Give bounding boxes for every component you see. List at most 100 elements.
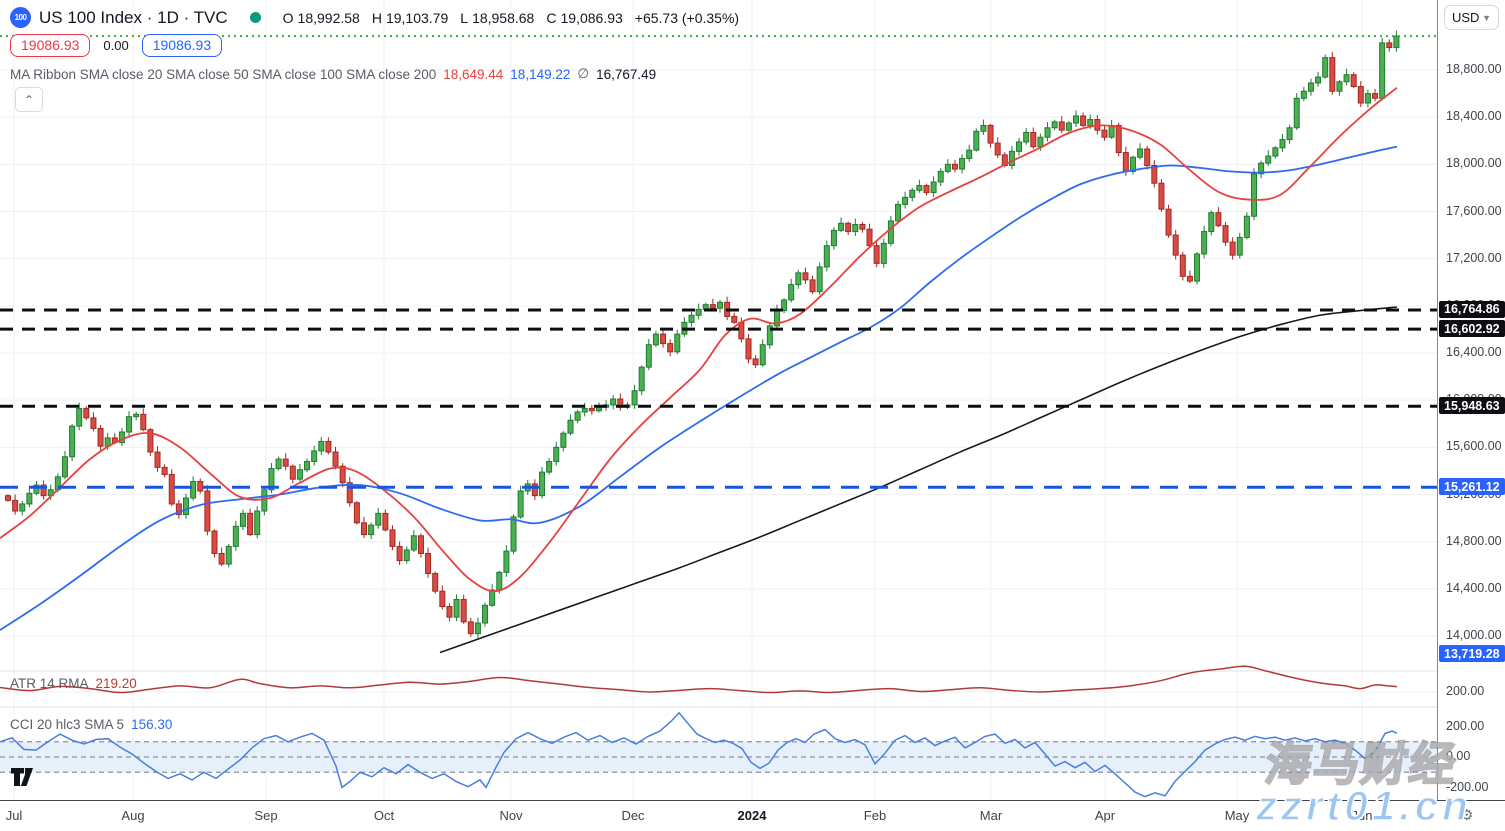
candle-body: [69, 425, 76, 458]
candle-body: [610, 398, 617, 406]
candle-body: [1265, 155, 1272, 164]
candle-body: [261, 489, 268, 512]
market-status-dot: [249, 12, 261, 23]
tradingview-logo-icon[interactable]: [11, 767, 41, 787]
candle-body: [389, 529, 396, 547]
candle-body: [1165, 208, 1172, 236]
candle-body: [154, 451, 161, 468]
candle-body: [19, 503, 26, 512]
candle-body: [126, 416, 133, 433]
time-axis-label: Nov: [499, 808, 523, 823]
candle-body: [859, 223, 866, 230]
candle-body: [581, 407, 588, 413]
candle-body: [1008, 150, 1015, 167]
candle-body: [1129, 156, 1136, 172]
candle-body: [966, 149, 973, 159]
price-level-badge[interactable]: 15,261.12: [1439, 478, 1505, 496]
candle-body: [361, 522, 367, 536]
candle-body: [1186, 275, 1193, 282]
candle-body: [446, 606, 453, 618]
candle-body: [1300, 90, 1307, 99]
gear-icon[interactable]: ⚙: [1460, 807, 1474, 824]
price-tick: 17,600.00: [1446, 203, 1502, 218]
candle-body: [866, 228, 873, 247]
candle-body: [788, 284, 795, 301]
time-axis-label: Mar: [979, 808, 1003, 823]
candle-body: [1215, 212, 1222, 227]
ohlc-values: O 18,992.58 H 19,103.79 L 18,958.68 C 19…: [283, 10, 739, 26]
candle-body: [823, 245, 830, 268]
candle-body: [902, 196, 909, 205]
sma50-line: [0, 145, 1398, 631]
candle-body: [33, 484, 40, 494]
high-label: H: [371, 9, 382, 26]
price-level-badge[interactable]: 16,764.86: [1439, 300, 1505, 318]
candle-body: [1386, 42, 1393, 49]
candle-body: [425, 552, 432, 575]
candle-body: [247, 512, 254, 536]
candle-body: [325, 440, 332, 453]
alert-price-box-red[interactable]: 19086.93: [10, 34, 91, 57]
price-level-badge[interactable]: 15,948.63: [1439, 397, 1505, 415]
symbol-title[interactable]: US 100 Index · 1D · TVC: [39, 7, 228, 27]
candle-body: [161, 466, 168, 475]
candle-body: [1023, 131, 1030, 143]
candle-body: [282, 458, 289, 467]
candle-body: [1364, 93, 1371, 104]
price-level-badge[interactable]: 16,602.92: [1439, 320, 1505, 338]
collapse-legend-button[interactable]: ⌃: [15, 87, 43, 112]
pl-zero-value: 0.00: [99, 37, 133, 54]
candle-body: [1272, 147, 1279, 157]
candle-body: [1080, 115, 1087, 126]
time-axis[interactable]: ⚙ Jul Aug Sep Oct Nov Dec 2024 Feb Mar Apr May Jun: [0, 800, 1505, 831]
atr-legend[interactable]: ATR 14 RMA 219.20: [10, 676, 137, 691]
time-axis-label: May: [1224, 808, 1250, 823]
candle-body: [1286, 127, 1293, 141]
candle-body: [1379, 42, 1386, 99]
candle-body: [1279, 139, 1286, 149]
candle-body: [1251, 173, 1257, 217]
cci-legend[interactable]: CCI 20 hlc3 SMA 5 156.30: [10, 717, 172, 732]
currency-selector[interactable]: USD ▼: [1444, 5, 1499, 30]
candle-body: [923, 185, 930, 194]
candle-body: [61, 456, 68, 478]
candle-body: [339, 465, 346, 484]
candle-body: [1122, 152, 1129, 172]
price-tick: 14,400.00: [1446, 580, 1502, 595]
price-axis[interactable]: USD ▼ 18,800.00 18,400.00 18,000.00 17,600.…: [1437, 0, 1505, 800]
atr-value: 219.20: [95, 676, 137, 691]
candle-body: [12, 499, 19, 512]
candle-body: [1037, 136, 1044, 148]
candle-body: [496, 571, 503, 591]
candle-body: [396, 545, 403, 562]
candle-body: [175, 503, 182, 516]
candle-body: [168, 473, 175, 505]
time-axis-label: Jun: [1351, 808, 1373, 823]
price-levels[interactable]: [0, 35, 1437, 489]
candle-body: [809, 279, 816, 293]
candle-body: [268, 468, 275, 491]
candle-body: [909, 189, 916, 198]
ma-ribbon-legend[interactable]: MA Ribbon SMA close 20 SMA close 50 SMA …: [10, 66, 656, 82]
candle-body: [567, 419, 574, 434]
candle-body: [332, 451, 339, 467]
candle-body: [695, 308, 702, 316]
candle-body: [1087, 119, 1094, 126]
ma200-value: 16,767.49: [596, 66, 657, 82]
candle-body: [311, 450, 318, 462]
main-chart-canvas[interactable]: [0, 0, 1437, 800]
candle-body: [887, 220, 894, 244]
cci-label: CCI 20 hlc3 SMA 5: [10, 717, 125, 732]
price-level-badge[interactable]: 13,719.28: [1439, 645, 1505, 662]
candle-body: [1194, 253, 1201, 282]
candle-body: [1293, 97, 1300, 129]
candle-body: [197, 481, 204, 492]
candle-body: [118, 431, 125, 444]
currency-label: USD: [1452, 10, 1480, 25]
candle-body: [688, 314, 695, 323]
candle-body: [1243, 215, 1250, 238]
order-price-box-blue[interactable]: 19086.93: [141, 34, 223, 57]
atr-tick: 200.00: [1446, 684, 1485, 698]
candle-body: [211, 530, 218, 554]
candle-body: [1372, 93, 1379, 99]
